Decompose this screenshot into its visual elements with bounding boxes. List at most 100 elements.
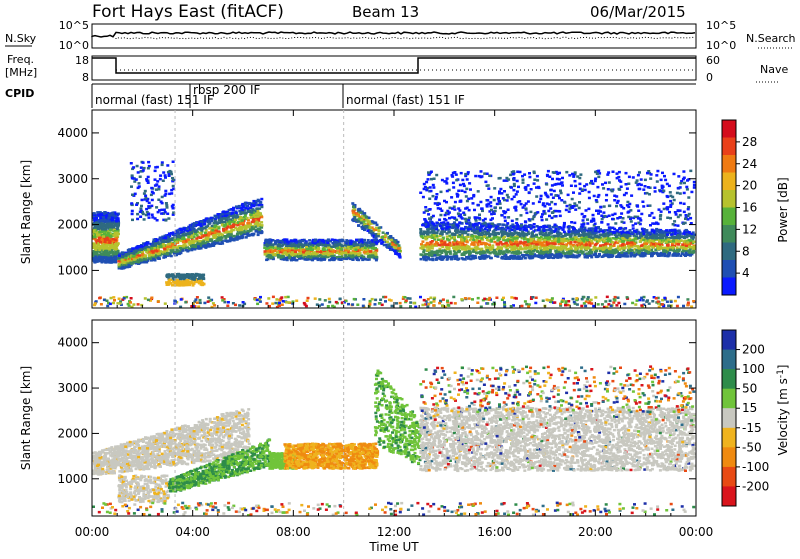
scatter-cell [128,265,131,268]
scatter-cell [380,242,383,245]
scatter-cell [207,220,210,223]
scatter-cell [114,246,117,249]
scatter-cell [304,258,307,261]
scatter-cell [163,239,166,242]
nsky-label: N.Sky [5,32,37,45]
scatter-cell [252,200,255,203]
scatter-cell [239,226,242,229]
scatter-cell [321,255,324,257]
scatter-cell [183,284,186,287]
nsearch-tick-top: 10^5 [706,19,736,32]
scatter-cell [370,231,373,234]
scatter-cell [158,252,161,255]
scatter-cell [177,238,180,241]
scatter-cell [148,253,151,256]
scatter-cell [374,247,377,250]
scatter-cell [397,253,400,256]
scatter-cell [357,244,360,247]
scatter-cell [295,259,298,262]
scatter-cell [377,235,380,238]
scatter-cell [243,216,246,219]
scatter-cell [386,232,389,235]
scatter-cell [388,246,391,249]
scatter-cell [251,233,254,236]
scatter-cell [256,213,259,216]
scatter-cell [196,274,199,277]
scatter-cell [174,276,177,279]
scatter-cell [144,243,147,246]
scatter-cell [248,202,251,205]
freq-label-line1: Freq. [7,53,34,66]
scatter-cell [357,224,360,227]
scatter-cell [135,249,138,252]
scatter-cell [369,250,372,253]
scatter-cell [213,241,216,244]
scatter-cell [300,257,303,260]
noise-search-trace [116,37,695,39]
scatter-cell [508,230,511,233]
scatter-cell [239,231,242,234]
scatter-cell [367,256,370,259]
scatter-cell [274,250,277,253]
scatter-cell [355,239,358,242]
scatter-cell [150,247,153,250]
scatter-cell [228,220,231,223]
scatter-cell [157,257,160,260]
scatter-cell [389,236,392,239]
scatter-cell [104,241,107,244]
scatter-cell [383,244,386,247]
scatter-cell [107,252,110,255]
scatter-cell [498,237,501,240]
scatter-cell [317,259,320,262]
scatter-cell [336,252,339,255]
scatter-cell [375,242,378,245]
nsearch-label: N.Search [746,32,796,45]
scatter-cell [309,256,312,259]
scatter-cell [200,229,203,232]
scatter-cell [271,243,274,246]
scatter-cell [169,246,172,249]
scatter-cell [453,239,456,242]
scatter-cell [199,232,202,235]
scatter-cell [118,263,121,266]
scatter-cell [260,221,263,224]
scatter-cell [273,253,276,256]
scatter-cell [179,252,182,255]
scatter-cell [338,256,341,259]
scatter-cell [111,245,114,248]
scatter-cell [234,219,237,222]
scatter-cell [284,251,287,254]
scatter-cell [278,256,281,259]
scatter-cell [284,247,287,250]
scatter-cell [108,217,111,220]
scatter-cell [365,225,368,228]
scatter-cell [99,260,102,263]
scatter-cell [382,231,385,234]
scatter-cell [224,237,227,240]
scatter-cell [355,249,358,252]
scatter-cell [281,249,284,252]
scatter-cell [352,211,355,214]
scatter-cell [124,257,127,260]
scatter-cell [268,238,271,241]
scatter-cell [192,282,195,285]
scatter-cell [231,212,234,215]
scatter-cell [168,283,171,286]
scatter-cell [288,256,291,259]
scatter-cell [394,247,397,250]
scatter-cell [274,242,277,245]
scatter-cell [184,275,187,278]
scatter-cell [351,252,354,255]
scatter-cell [363,243,366,246]
scatter-cell [98,237,101,240]
scatter-cell [224,215,227,218]
scatter-cell [222,210,225,213]
noise-panel: N.Sky 10^5 10^0 10^5 10^0 N.Search [5,19,796,52]
scatter-cell [224,224,227,227]
scatter-cell [491,244,494,247]
scatter-cell [108,241,111,244]
scatter-cell [599,250,602,253]
scatter-cell [197,245,200,248]
scatter-cell [364,247,367,250]
scatter-cell [373,239,376,242]
